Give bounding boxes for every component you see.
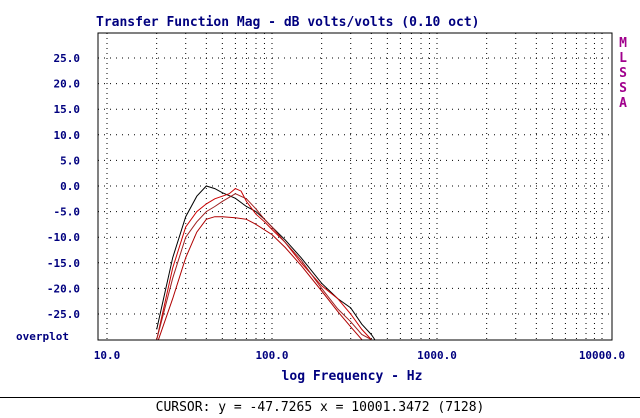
x-tick-labels: 10.0 100.0 1000.0 10000.0 bbox=[94, 349, 625, 362]
plot-frame bbox=[97, 32, 613, 341]
y-tick-label: 10.0 bbox=[54, 129, 81, 142]
x-tick-label: 10000.0 bbox=[579, 349, 625, 362]
y-tick-label: -5.0 bbox=[54, 206, 81, 219]
x-tick-label: 10.0 bbox=[94, 349, 121, 362]
x-axis-label: log Frequency - Hz bbox=[282, 369, 423, 384]
brand-letter: A bbox=[619, 96, 627, 111]
y-tick-label: 0.0 bbox=[60, 180, 80, 193]
y-tick-label: -25.0 bbox=[47, 308, 80, 321]
x-tick-label: 1000.0 bbox=[417, 349, 457, 362]
chart-title: Transfer Function Mag - dB volts/volts (… bbox=[96, 15, 480, 30]
brand-letter: S bbox=[619, 81, 627, 96]
y-tick-label: -15.0 bbox=[47, 257, 80, 270]
series-line-1 bbox=[156, 185, 376, 340]
y-tick-label: 15.0 bbox=[54, 103, 81, 116]
y-tick-labels: 25.0 20.0 15.0 10.0 5.0 0.0 -5.0 -10.0 -15.0 -20.… bbox=[47, 52, 80, 321]
x-tick-label: 100.0 bbox=[255, 349, 288, 362]
series-group bbox=[156, 185, 376, 340]
y-tick-label: -20.0 bbox=[47, 282, 80, 295]
brand-letter: S bbox=[619, 66, 627, 81]
overplot-label: overplot bbox=[16, 330, 69, 343]
y-tick-label: 20.0 bbox=[54, 78, 81, 91]
brand-letter: L bbox=[619, 51, 627, 66]
series-line-3 bbox=[156, 193, 372, 340]
brand-letter: M bbox=[619, 36, 627, 51]
series-line-4 bbox=[157, 216, 363, 340]
y-tick-label: 25.0 bbox=[54, 52, 81, 65]
grid bbox=[98, 33, 612, 340]
y-tick-label: -10.0 bbox=[47, 231, 80, 244]
y-tick-label: 5.0 bbox=[60, 154, 80, 167]
cursor-readout: CURSOR: y = -47.7265 x = 10001.3472 (712… bbox=[0, 397, 640, 418]
series-line-2 bbox=[156, 188, 373, 340]
